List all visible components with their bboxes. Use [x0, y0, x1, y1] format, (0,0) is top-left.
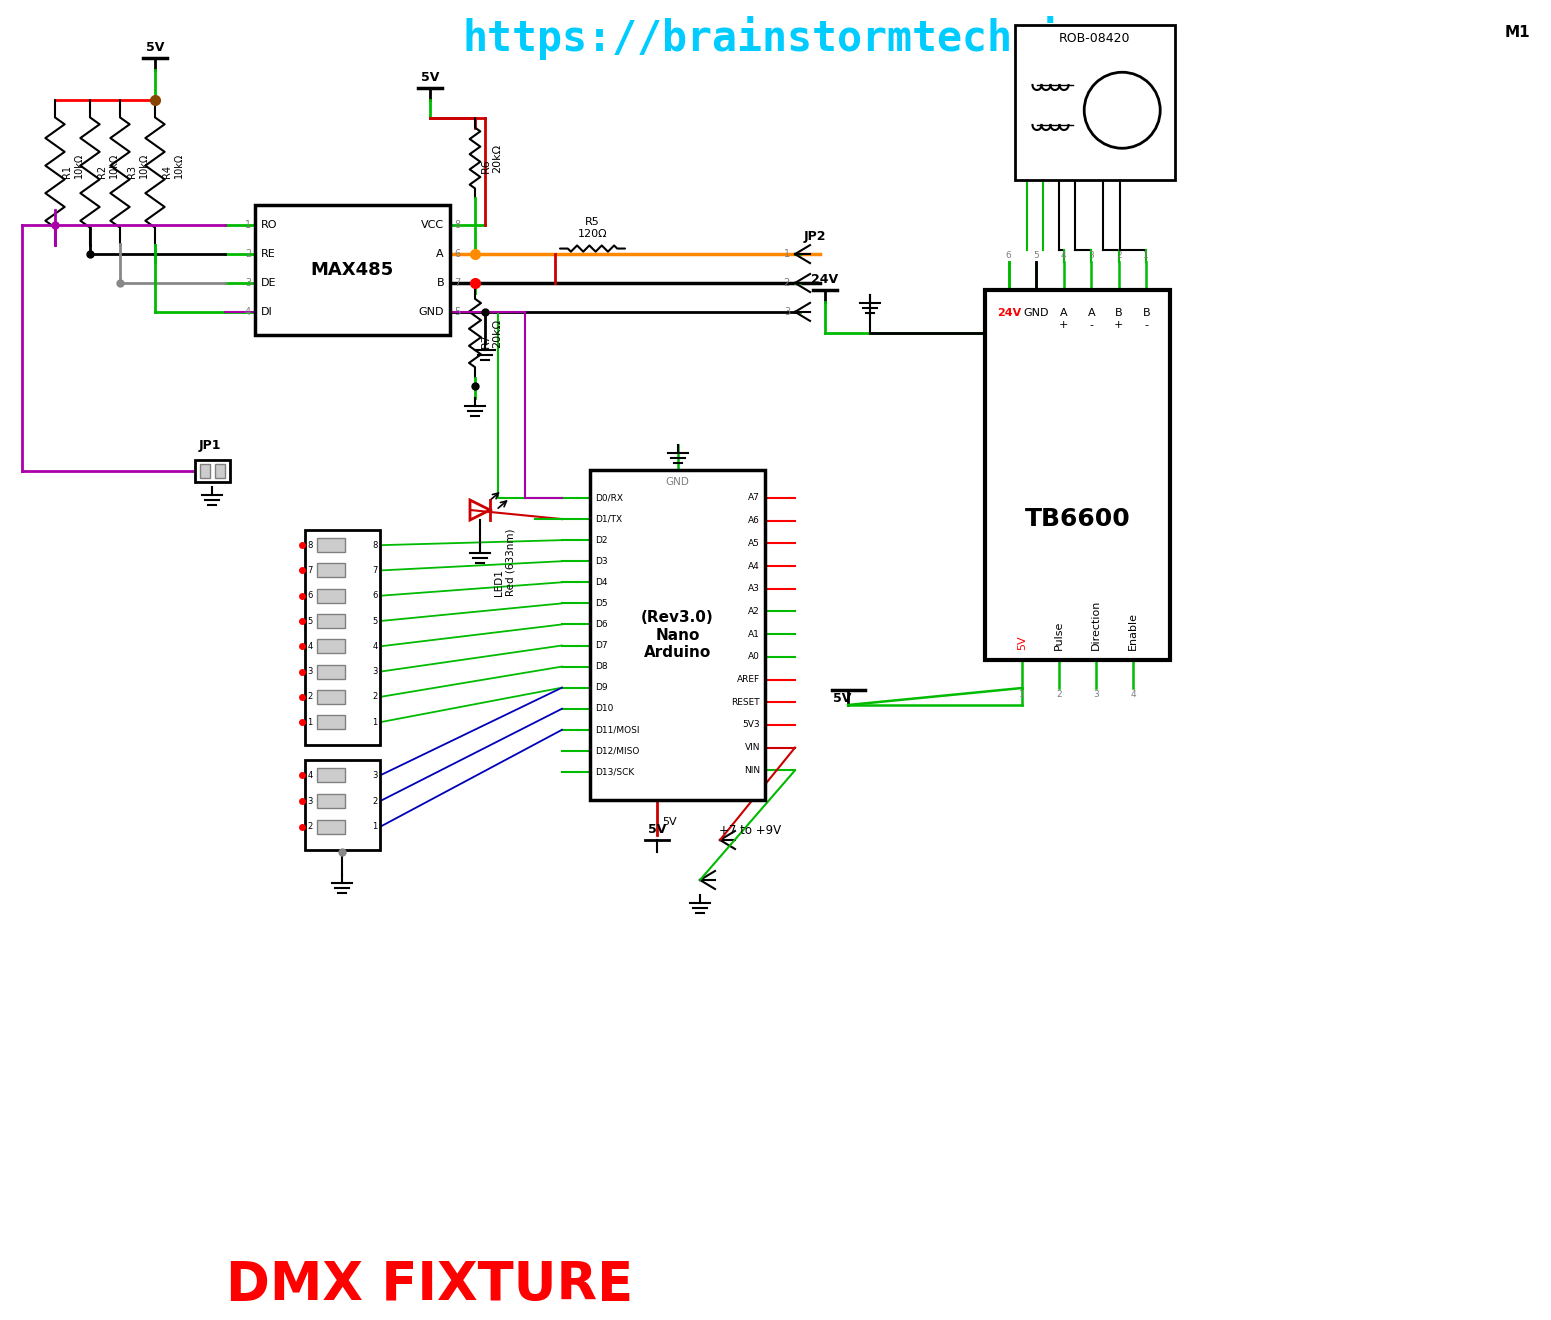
Text: R7
20kΩ: R7 20kΩ: [481, 318, 503, 347]
Text: 2: 2: [307, 822, 313, 832]
Text: D8: D8: [596, 663, 608, 671]
Text: 3: 3: [1089, 251, 1093, 260]
Text: D2: D2: [596, 536, 608, 545]
Text: Pulse: Pulse: [1055, 620, 1064, 649]
Text: RO: RO: [261, 220, 278, 230]
Text: 1: 1: [1143, 251, 1149, 260]
Text: 5V: 5V: [1017, 635, 1027, 649]
Bar: [316, 820, 344, 834]
Text: 3: 3: [307, 797, 313, 805]
Text: 2: 2: [245, 249, 251, 259]
Text: RESET: RESET: [732, 698, 760, 706]
Text: 6: 6: [1007, 251, 1011, 260]
Text: R3
10kΩ: R3 10kΩ: [127, 153, 149, 178]
Text: MAX485: MAX485: [310, 261, 394, 279]
Text: A3: A3: [748, 585, 760, 593]
Text: 2: 2: [1115, 251, 1121, 260]
Text: JP1: JP1: [199, 438, 222, 451]
Text: 4: 4: [307, 771, 313, 780]
Text: +7 to +9V: +7 to +9V: [720, 824, 782, 837]
Text: D3: D3: [596, 557, 608, 566]
Bar: [985, 290, 1169, 660]
Bar: [316, 639, 344, 653]
Text: 1: 1: [783, 249, 789, 259]
Text: 3: 3: [372, 771, 378, 780]
Text: 5V3: 5V3: [743, 721, 760, 730]
Text: JP2: JP2: [803, 230, 827, 243]
Text: A: A: [436, 249, 444, 259]
Text: 1: 1: [372, 822, 377, 832]
Text: ROB-08420: ROB-08420: [1059, 33, 1131, 45]
Bar: [216, 465, 225, 478]
Text: VCC: VCC: [420, 220, 444, 230]
Text: A6: A6: [748, 516, 760, 525]
Text: 5V: 5V: [146, 41, 164, 54]
Text: D1/TX: D1/TX: [596, 515, 622, 524]
Text: 3: 3: [783, 306, 789, 317]
Text: D5: D5: [596, 599, 608, 607]
Text: LED1
Red (633nm): LED1 Red (633nm): [495, 528, 515, 595]
Text: 5: 5: [372, 616, 377, 626]
Text: D9: D9: [596, 684, 608, 692]
Text: TB6600: TB6600: [1025, 507, 1131, 532]
Text: 2: 2: [372, 797, 377, 805]
Text: A0: A0: [748, 652, 760, 661]
Text: 5: 5: [1033, 251, 1039, 260]
Text: B: B: [436, 279, 444, 288]
Bar: [316, 614, 344, 628]
Text: R6
20kΩ: R6 20kΩ: [481, 144, 503, 173]
Text: VIN: VIN: [744, 743, 760, 752]
Text: 7: 7: [454, 279, 461, 288]
Text: M1: M1: [1504, 25, 1529, 40]
Text: 6: 6: [454, 249, 461, 259]
Text: D10: D10: [596, 704, 613, 713]
Text: A
+: A +: [1059, 308, 1069, 330]
Text: R4
10kΩ: R4 10kΩ: [161, 153, 183, 178]
Text: R1
10kΩ: R1 10kΩ: [62, 153, 84, 178]
Text: 4: 4: [245, 306, 251, 317]
Text: 5V: 5V: [662, 817, 676, 828]
Text: 5V: 5V: [648, 822, 667, 836]
Text: 8: 8: [307, 541, 313, 549]
Text: 4: 4: [1061, 251, 1067, 260]
Text: 1: 1: [307, 718, 313, 727]
Text: 4: 4: [372, 642, 377, 651]
Text: D12/MISO: D12/MISO: [596, 746, 639, 755]
Text: A2: A2: [748, 607, 760, 616]
Text: 3: 3: [1093, 690, 1098, 700]
Text: A5: A5: [748, 539, 760, 548]
Text: AREF: AREF: [737, 675, 760, 684]
Text: 5: 5: [454, 306, 461, 317]
Text: 7: 7: [372, 566, 378, 576]
Bar: [306, 531, 380, 744]
Text: R5
120Ω: R5 120Ω: [577, 216, 608, 239]
Text: 6: 6: [307, 591, 313, 601]
Text: A4: A4: [748, 561, 760, 570]
Text: (Rev3.0)
Nano
Arduino: (Rev3.0) Nano Arduino: [641, 610, 713, 660]
Text: D11/MOSI: D11/MOSI: [596, 725, 639, 734]
Bar: [1014, 25, 1176, 180]
Bar: [316, 665, 344, 678]
Text: 8: 8: [372, 541, 378, 549]
Text: A7: A7: [748, 494, 760, 503]
Text: 2: 2: [1056, 690, 1062, 700]
Text: B
-: B -: [1143, 308, 1149, 330]
Text: D7: D7: [596, 642, 608, 649]
Text: 3: 3: [245, 279, 251, 288]
Text: GND: GND: [419, 306, 444, 317]
Bar: [306, 760, 380, 850]
Text: 6: 6: [372, 591, 378, 601]
Text: B
+: B +: [1114, 308, 1123, 330]
Text: RE: RE: [261, 249, 276, 259]
Text: 3: 3: [307, 667, 313, 676]
Bar: [316, 690, 344, 704]
Bar: [316, 564, 344, 577]
Text: 8: 8: [454, 220, 461, 230]
Text: 5: 5: [307, 616, 313, 626]
Text: 1: 1: [245, 220, 251, 230]
Text: D4: D4: [596, 578, 608, 587]
Text: R2
10kΩ: R2 10kΩ: [98, 153, 118, 178]
Text: D13/SCK: D13/SCK: [596, 767, 634, 776]
Text: Enable: Enable: [1128, 612, 1138, 649]
Text: 2: 2: [372, 693, 377, 701]
